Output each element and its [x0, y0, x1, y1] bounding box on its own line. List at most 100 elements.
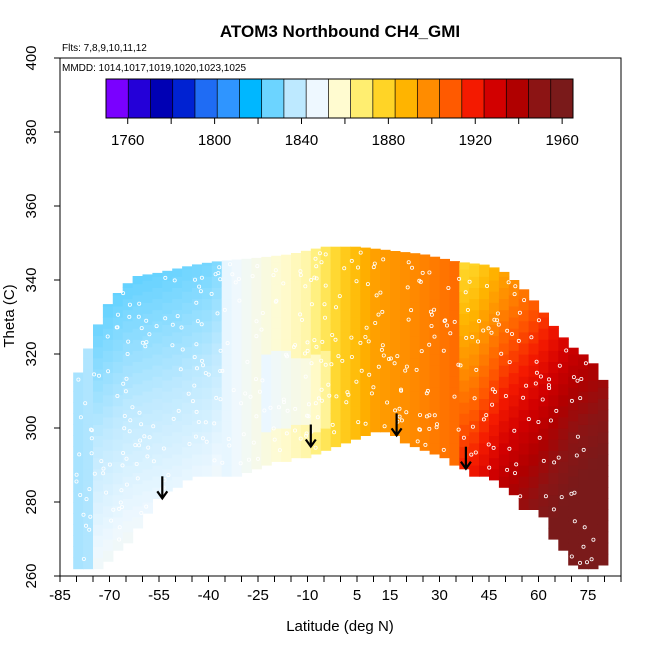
field-cell	[508, 305, 520, 318]
field-cell	[370, 248, 381, 255]
field-cell	[251, 379, 262, 392]
measurement-point	[446, 285, 451, 290]
field-cell	[112, 339, 124, 351]
field-cell	[132, 361, 144, 374]
field-cell	[597, 465, 609, 477]
measurement-point	[554, 408, 559, 413]
field-cell	[518, 289, 530, 300]
field-cell	[251, 335, 262, 348]
field-cell	[508, 461, 520, 473]
colorbar-swatch	[372, 79, 396, 118]
field-cell	[102, 439, 114, 451]
measurement-point	[359, 368, 364, 373]
measurement-point	[486, 326, 491, 331]
measurement-point	[569, 398, 574, 403]
field-cell	[192, 264, 203, 266]
field-cell	[508, 372, 520, 385]
field-cell	[73, 391, 84, 403]
field-cell	[281, 416, 292, 429]
field-cell	[528, 342, 540, 355]
field-cell	[449, 309, 460, 322]
x-tick-label: -10	[297, 587, 319, 604]
measurement-point	[434, 425, 439, 430]
measurement-point	[217, 265, 222, 270]
field-cell	[182, 413, 193, 425]
measurement-point	[194, 366, 199, 371]
field-cell	[558, 372, 569, 385]
measurement-point	[333, 305, 338, 310]
field-cell	[102, 539, 114, 551]
measurement-point	[404, 364, 409, 369]
colorbar-swatch	[283, 79, 307, 118]
field-cell	[350, 372, 361, 385]
field-cell	[73, 446, 84, 459]
field-cell	[152, 453, 163, 466]
field-cell	[192, 265, 203, 277]
field-cell	[360, 379, 371, 392]
field-cell	[399, 287, 411, 300]
field-cell	[73, 557, 84, 570]
field-cell	[588, 379, 599, 392]
field-cell	[578, 446, 589, 459]
measurement-point	[423, 442, 428, 447]
field-cell	[538, 416, 549, 429]
field-cell	[122, 409, 134, 422]
field-cell	[568, 354, 579, 366]
field-cell	[83, 435, 94, 448]
measurement-point	[293, 406, 298, 411]
field-cell	[548, 516, 559, 529]
field-cell	[528, 398, 540, 411]
field-cell	[192, 398, 203, 411]
field-cell	[528, 320, 540, 333]
field-cell	[489, 446, 500, 459]
field-cell	[73, 546, 84, 559]
field-cell	[261, 387, 272, 399]
measurement-point	[200, 363, 205, 368]
field-cell	[162, 413, 173, 425]
field-cell	[578, 413, 589, 425]
field-cell	[538, 361, 549, 374]
field-cell	[429, 276, 441, 288]
field-cell	[310, 376, 322, 388]
field-cell	[489, 280, 500, 292]
measurement-point	[139, 326, 144, 331]
measurement-point	[417, 427, 422, 432]
measurement-point	[441, 348, 446, 353]
field-cell	[192, 376, 203, 388]
field-cell	[597, 431, 609, 444]
field-cell	[261, 431, 272, 444]
field-cell	[73, 524, 84, 536]
field-cell	[429, 365, 441, 377]
field-cell	[558, 361, 569, 374]
field-cell	[350, 416, 361, 429]
measurement-point	[136, 314, 141, 319]
field-cell	[172, 354, 183, 366]
field-cell	[597, 442, 609, 455]
measurement-point	[144, 504, 149, 509]
y-tick-label: 280	[23, 489, 40, 514]
measurement-point	[496, 322, 501, 327]
field-cell	[518, 376, 530, 388]
field-cell	[578, 546, 589, 559]
measurement-point	[452, 319, 457, 324]
colorbar-swatch	[128, 79, 151, 118]
field-cell	[518, 431, 530, 444]
measurement-point	[414, 367, 419, 372]
measurement-point	[552, 460, 557, 465]
field-cell	[320, 246, 332, 251]
field-cell	[221, 376, 233, 388]
field-cell	[419, 405, 431, 418]
measurement-point	[419, 349, 424, 354]
field-cell	[132, 328, 144, 340]
field-cell	[211, 276, 223, 288]
field-cell	[231, 409, 243, 422]
field-cell	[429, 331, 441, 344]
measurement-point	[575, 378, 580, 383]
field-cell	[142, 446, 153, 459]
field-cell	[518, 420, 530, 433]
measurement-point	[163, 275, 168, 280]
field-cell	[132, 450, 144, 462]
field-cell	[73, 379, 84, 392]
field-cell	[132, 276, 144, 285]
field-cell	[508, 339, 520, 351]
